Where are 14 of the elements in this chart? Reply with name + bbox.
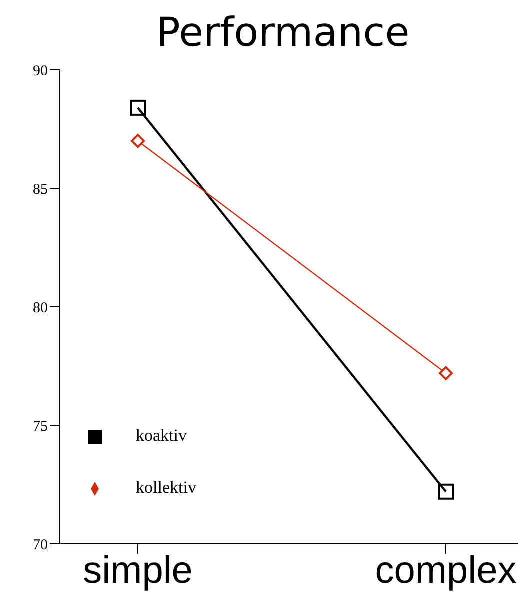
point	[439, 366, 453, 380]
y-tick-label: 70	[33, 537, 48, 554]
chart-title: Performance	[155, 9, 411, 58]
legend-label: koaktiv	[136, 426, 187, 445]
point	[130, 100, 146, 116]
y-tick-label: 90	[33, 63, 48, 80]
point	[131, 134, 145, 148]
y-tick-label: 85	[33, 182, 48, 198]
y-tick-label: 80	[33, 300, 48, 316]
x-tick-label: complex	[375, 550, 517, 592]
legend-label: kollektiv	[136, 478, 196, 497]
x-tick-label: simple	[83, 550, 193, 592]
point	[438, 484, 454, 500]
y-tick-label: 75	[33, 418, 48, 435]
